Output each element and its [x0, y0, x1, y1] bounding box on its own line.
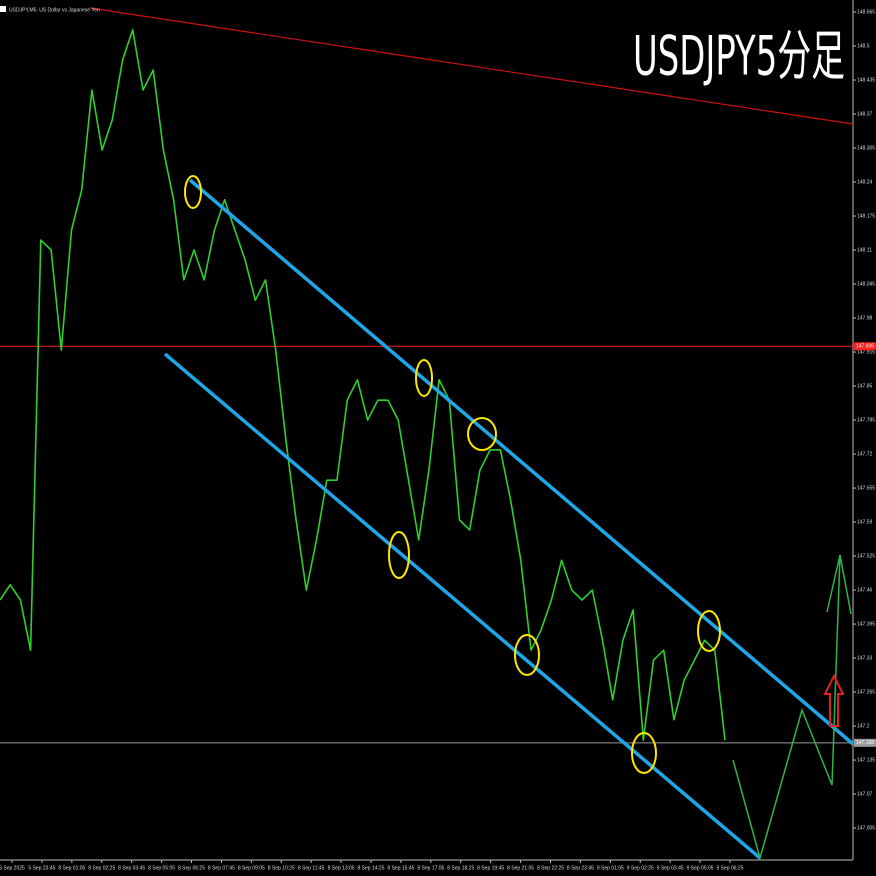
y-tick-label: 147.46 [857, 587, 873, 593]
circle [184, 175, 202, 209]
projection-arrow [839, 554, 852, 615]
x-tick-label: 9 Sep 06:25 [717, 865, 744, 871]
y-tick-label: 148.045 [857, 281, 875, 287]
x-tick-label: 8 Sep 05:05 [148, 865, 175, 871]
x-tick-label: 9 Sep 05:05 [687, 865, 714, 871]
projection [732, 554, 841, 861]
y-tick-label: 148.5 [857, 43, 870, 49]
circle [415, 359, 433, 397]
y-tick-label: 148.305 [857, 145, 875, 151]
y-tick-label: 147.85 [857, 383, 873, 389]
x-tick-label: 8 Sep 17:05 [417, 865, 444, 871]
x-tick-label: 5 Sep 23:45 [28, 865, 55, 871]
price-level-label: 147.926 [856, 344, 874, 350]
chart-title: USDJPY5分足 [633, 25, 845, 88]
x-tick-label: 5 Sep 2025 [0, 865, 25, 871]
y-tick-label: 147.655 [857, 485, 875, 491]
circle [631, 732, 657, 774]
x-tick-label: 8 Sep 06:25 [178, 865, 205, 871]
y-tick-label: 147.98 [857, 315, 873, 321]
x-tick-label: 9 Sep 02:25 [627, 865, 654, 871]
y-tick-label: 148.37 [857, 111, 873, 117]
x-tick-label: 8 Sep 09:05 [238, 865, 265, 871]
x-tick-label: 8 Sep 23:45 [567, 865, 594, 871]
x-tick-label: 8 Sep 03:45 [118, 865, 145, 871]
icon [0, 6, 6, 12]
x-tick-label: 8 Sep 15:45 [387, 865, 414, 871]
y-tick-label: 148.11 [857, 247, 872, 253]
x-tick-label: 8 Sep 19:45 [477, 865, 504, 871]
circle [467, 417, 497, 451]
y-tick-label: 147.72 [857, 451, 873, 457]
y-tick-label: 147.135 [857, 757, 875, 763]
y-tick-label: 148.435 [857, 77, 875, 83]
x-tick-label: 8 Sep 18:25 [447, 865, 474, 871]
y-tick-label: 147.005 [857, 825, 875, 831]
y-tick-label: 147.2 [857, 723, 870, 729]
plot-area: 148.565 148.5 148.435 148.37 148.305 148.24 14… [0, 9, 876, 871]
x-tick-label: 8 Sep 01:05 [58, 865, 85, 871]
y-tick-label: 148.175 [857, 213, 875, 219]
symbol-label: USDJPY,M5: US Dollar vs Japanese Yen [9, 7, 100, 13]
y-tick-label: 147.785 [857, 417, 875, 423]
x-tick-label: 8 Sep 14:25 [358, 865, 385, 871]
y-tick-label: 148.565 [857, 9, 875, 15]
y-tick-label: 147.33 [857, 655, 873, 661]
price-line [0, 28, 726, 742]
y-tick-label: 147.915 [857, 349, 875, 355]
channel-lower [163, 352, 762, 860]
y-tick-label: 147.59 [857, 519, 873, 525]
x-tick-label: 8 Sep 13:05 [328, 865, 355, 871]
x-tick-label: 8 Sep 11:45 [298, 865, 325, 871]
price-level-box [854, 342, 876, 351]
circle [697, 610, 721, 652]
x-tick-label: 8 Sep 22:25 [537, 865, 564, 871]
projection-arrow [826, 554, 841, 613]
x-tick-label: 8 Sep 21:05 [507, 865, 534, 871]
y-tick-label: 147.265 [857, 689, 875, 695]
touch-circles [184, 175, 721, 774]
y-tick-label: 147.525 [857, 553, 875, 559]
x-tick-label: 8 Sep 07:45 [208, 865, 235, 871]
channel-upper [188, 178, 855, 746]
trend-line [89, 7, 854, 125]
y-tick-label: 147.395 [857, 621, 875, 627]
x-tick-label: 9 Sep 03:45 [657, 865, 684, 871]
x-tick-label: 8 Sep 10:25 [268, 865, 295, 871]
price-level-label: 147.168 [856, 740, 874, 746]
up-arrow [823, 673, 845, 727]
circle [514, 634, 540, 676]
x-tick-label: 8 Sep 02:25 [88, 865, 115, 871]
y-tick-label: 147.07 [857, 791, 873, 797]
circle [388, 531, 410, 579]
price-level-box [854, 738, 876, 747]
x-tick-label: 9 Sep 01:05 [597, 865, 624, 871]
y-tick-label: 148.24 [857, 179, 873, 185]
